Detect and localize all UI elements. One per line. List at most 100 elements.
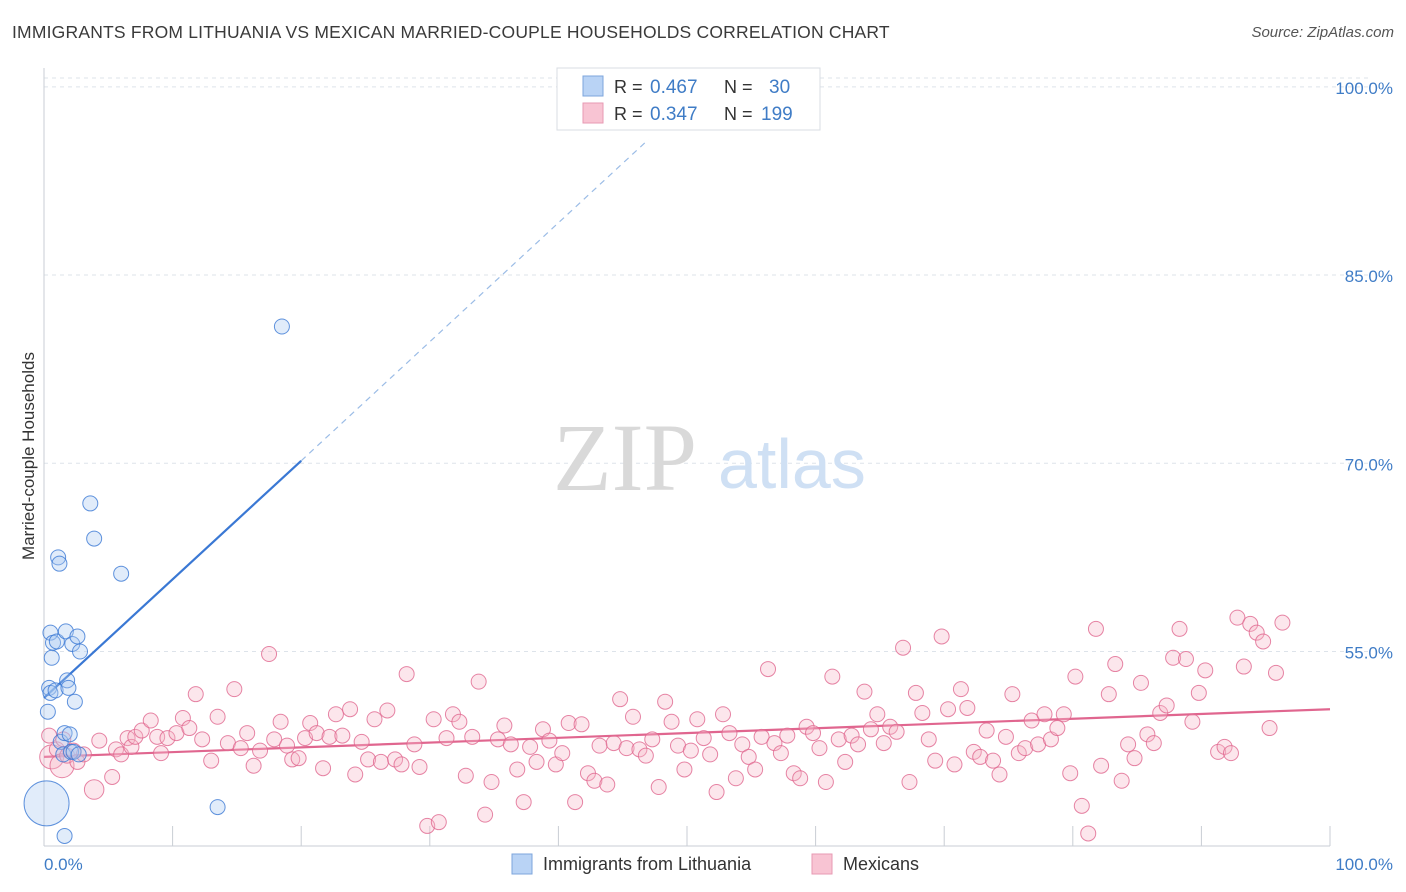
tick-labels: 55.0% 70.0% 85.0% 100.0% 0.0% 100.0% (44, 79, 1393, 874)
stats-r-label-2: R = (614, 104, 643, 124)
point-mexicans (464, 728, 481, 745)
point-mexicans (830, 731, 847, 748)
point-mexicans (393, 756, 410, 773)
point-mexicans (252, 742, 269, 759)
point-mexicans (360, 751, 377, 768)
point-lithuania (60, 679, 77, 696)
point-mexicans (959, 699, 976, 716)
point-mexicans (1080, 825, 1097, 842)
point-lithuania (47, 682, 64, 699)
point-mexicans (159, 730, 176, 747)
point-mexicans (1132, 674, 1149, 691)
point-mexicans (940, 701, 957, 718)
point-mexicans (624, 708, 641, 725)
point-mexicans (882, 718, 899, 735)
point-mexicans (342, 701, 359, 718)
point-mexicans (798, 718, 815, 735)
source-label: Source: ZipAtlas.com (1251, 24, 1394, 41)
point-lithuania (86, 530, 103, 547)
point-mexicans (483, 774, 500, 791)
point-mexicans (39, 744, 65, 770)
point-mexicans (927, 752, 944, 769)
point-mexicans (496, 717, 513, 734)
point-mexicans (1073, 797, 1090, 814)
point-mexicans (727, 770, 744, 787)
stats-r-value-2: 0.347 (650, 104, 698, 125)
point-mexicans (907, 684, 924, 701)
point-mexicans (528, 753, 545, 770)
point-mexicans (75, 746, 92, 763)
point-mexicans (1177, 651, 1194, 668)
series-mexicans (39, 609, 1291, 842)
point-mexicans (470, 673, 487, 690)
point-mexicans (1274, 614, 1291, 631)
point-mexicans (1242, 615, 1259, 632)
point-mexicans (682, 742, 699, 759)
point-mexicans (398, 666, 415, 683)
point-mexicans (1235, 658, 1252, 675)
point-mexicans (142, 712, 159, 729)
stats-r-label-1: R = (614, 77, 643, 97)
point-mexicans (372, 753, 389, 770)
point-mexicans (792, 770, 809, 787)
point-mexicans (689, 711, 706, 728)
point-mexicans (308, 725, 325, 742)
point-mexicans (637, 747, 654, 764)
point-mexicans (895, 639, 912, 656)
stats-n-label-2: N = (724, 104, 753, 124)
stats-legend-swatch-blue (582, 75, 604, 97)
point-mexicans (1139, 726, 1156, 743)
point-mexicans (83, 779, 105, 800)
stats-legend-swatch-pink (582, 102, 604, 124)
point-mexicans (952, 681, 969, 698)
point-mexicans (850, 736, 867, 753)
point-mexicans (972, 748, 989, 765)
point-mexicans (187, 686, 204, 703)
trend-line-lithuania (43, 459, 302, 699)
point-mexicans (644, 731, 661, 748)
point-mexicans (1261, 720, 1278, 737)
point-mexicans (1049, 720, 1066, 737)
point-lithuania (50, 549, 67, 566)
point-mexicans (149, 728, 166, 745)
point-mexicans (266, 731, 283, 748)
point-mexicans (1087, 620, 1104, 637)
stats-legend: R = 0.467 N = 30 R = 0.347 N = 199 (556, 67, 821, 131)
point-lithuania (43, 649, 60, 666)
point-mexicans (920, 731, 937, 748)
point-mexicans (676, 761, 693, 778)
point-mexicans (554, 745, 571, 762)
point-mexicans (888, 723, 905, 740)
point-lithuania (48, 633, 65, 650)
point-mexicans (901, 774, 918, 791)
point-mexicans (708, 784, 725, 801)
point-lithuania (61, 726, 78, 743)
point-mexicans (1023, 712, 1040, 729)
point-lithuania (70, 746, 87, 763)
point-lithuania (42, 624, 59, 641)
point-mexicans (104, 768, 121, 785)
point-mexicans (612, 691, 629, 708)
point-mexicans (366, 711, 383, 728)
y-tick-label: 70.0% (1345, 455, 1393, 474)
legend-label-mexicans: Mexicans (843, 854, 919, 874)
point-mexicans (914, 704, 931, 721)
point-mexicans (209, 708, 226, 725)
point-mexicans (785, 765, 802, 782)
point-mexicans (261, 646, 278, 663)
point-mexicans (1248, 624, 1265, 641)
point-mexicans (991, 766, 1008, 783)
stats-n-value-2: 199 (761, 104, 793, 125)
point-mexicans (279, 737, 296, 754)
point-mexicans (1171, 620, 1188, 637)
legend-swatch-mexicans (811, 853, 833, 875)
axes (43, 68, 1331, 847)
stats-r-value-1: 0.467 (650, 77, 698, 98)
point-mexicans (946, 756, 963, 773)
point-mexicans (541, 732, 558, 749)
point-lithuania (39, 703, 56, 720)
point-mexicans (1036, 706, 1053, 723)
point-mexicans (327, 706, 344, 723)
point-mexicans (734, 736, 751, 753)
